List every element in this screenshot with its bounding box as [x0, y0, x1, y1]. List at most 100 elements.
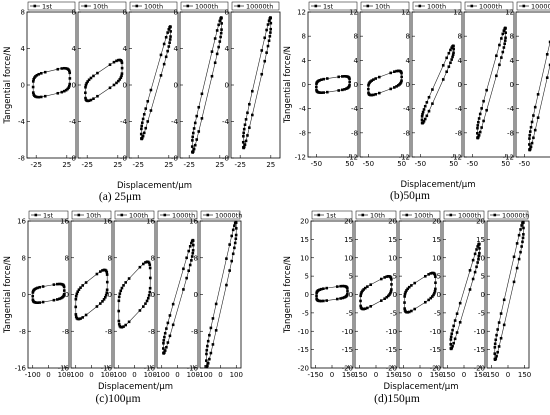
data-point	[318, 91, 322, 94]
data-point	[404, 290, 407, 294]
x-tick-label: -100	[25, 371, 41, 379]
y-tick-label: 15	[300, 236, 309, 244]
data-point	[105, 273, 109, 276]
data-point	[117, 299, 121, 303]
data-point	[369, 305, 373, 308]
y-tick-label: 4	[302, 57, 307, 65]
data-point	[120, 66, 124, 70]
series-line	[206, 221, 237, 368]
legend-box	[78, 1, 127, 11]
x-tick-label: 150	[518, 371, 531, 379]
data-point	[242, 134, 245, 138]
y-tick-label: 12	[505, 9, 514, 17]
data-point	[122, 325, 125, 328]
data-point	[213, 37, 217, 40]
data-point	[84, 313, 88, 317]
data-point	[260, 49, 264, 52]
data-point	[210, 50, 214, 53]
data-point	[504, 31, 507, 34]
data-point	[420, 118, 424, 122]
data-point	[67, 86, 70, 90]
data-point	[343, 87, 346, 91]
data-point	[35, 73, 39, 77]
y-tick-label: 4	[225, 45, 230, 53]
data-point	[187, 249, 191, 253]
data-point	[447, 65, 451, 68]
data-point	[112, 60, 116, 64]
data-point	[62, 294, 66, 297]
subplot-10th: -16 -8 0 8 16 -100 0 100 10th	[58, 210, 114, 379]
data-point	[339, 284, 342, 288]
y-tick-label: 5	[305, 273, 309, 281]
data-point	[325, 286, 329, 290]
data-point	[142, 131, 146, 135]
data-point	[182, 267, 185, 271]
data-point	[62, 289, 66, 292]
y-tick-label: -5	[390, 309, 397, 317]
data-point	[145, 299, 149, 303]
data-point	[452, 51, 455, 55]
legend-marker	[120, 213, 124, 217]
y-tick-label: -8	[455, 129, 462, 137]
data-point	[495, 74, 498, 78]
data-point	[218, 19, 222, 23]
data-point	[68, 71, 72, 75]
legend-marker	[163, 213, 167, 217]
data-point	[452, 341, 455, 345]
x-tick-label: 0	[418, 371, 422, 379]
data-point	[127, 277, 131, 280]
data-point	[246, 111, 249, 115]
data-point	[166, 321, 170, 325]
series-line	[32, 67, 71, 98]
x-tick-label: 100	[144, 371, 157, 379]
data-point	[502, 298, 506, 302]
x-tick-label: 0	[89, 371, 93, 379]
data-point	[420, 114, 424, 118]
data-point	[450, 332, 454, 336]
data-point	[447, 51, 451, 55]
data-point	[81, 284, 84, 287]
y-tick-label: 4	[354, 57, 359, 65]
subplot-1000th: -16 -8 0 8 16 -100 0 100 1000th	[144, 210, 200, 379]
data-point	[64, 67, 68, 70]
data-point	[389, 71, 393, 75]
data-point	[191, 150, 195, 153]
x-tick-label: 0	[506, 371, 510, 379]
data-point	[502, 323, 506, 327]
x-tick-label: -100	[111, 371, 127, 379]
legend-box	[157, 210, 198, 220]
y-tick-label: -10	[474, 328, 485, 336]
data-point	[341, 284, 345, 288]
x-tick-label: 50	[345, 160, 354, 168]
data-point	[191, 251, 195, 255]
data-point	[124, 323, 127, 327]
y-tick-label: -15	[386, 346, 397, 354]
legend-box	[516, 1, 550, 11]
data-point	[209, 351, 213, 355]
data-point	[383, 297, 386, 301]
data-point	[399, 80, 403, 84]
data-point	[405, 289, 408, 292]
y-tick-label: 5	[349, 273, 353, 281]
data-point	[318, 299, 321, 303]
x-tick-label: 150	[386, 371, 399, 379]
data-point	[248, 126, 251, 129]
data-point	[477, 134, 481, 137]
data-point	[451, 45, 454, 48]
y-tick-label: -8	[222, 155, 229, 163]
data-point	[159, 53, 163, 57]
data-point	[101, 300, 104, 303]
y-tick-label: -15	[298, 346, 309, 354]
data-point	[519, 228, 522, 231]
data-point	[208, 333, 211, 337]
data-point	[242, 145, 246, 149]
data-point	[218, 40, 222, 43]
data-point	[188, 263, 192, 267]
legend-label: 100th	[129, 211, 148, 219]
data-point	[522, 226, 525, 230]
data-point	[144, 261, 147, 264]
data-point	[322, 77, 325, 81]
data-point	[389, 290, 393, 293]
data-point	[89, 76, 93, 80]
